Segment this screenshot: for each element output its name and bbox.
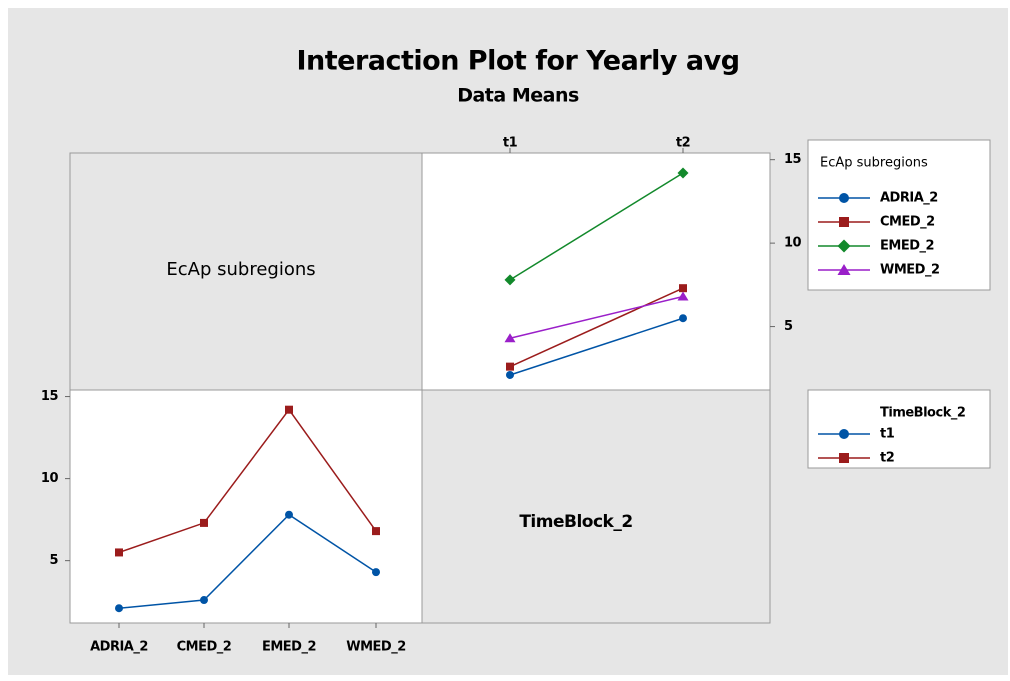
marker <box>372 568 380 577</box>
x-tick-label: t1 <box>503 136 518 151</box>
marker <box>200 518 208 527</box>
series-line <box>509 287 684 368</box>
marker <box>504 274 516 286</box>
legend-box <box>807 139 991 291</box>
series-line <box>509 172 684 281</box>
legend-label: t1 <box>880 427 895 442</box>
series-line <box>509 295 684 339</box>
legend-box <box>807 389 991 469</box>
marker <box>679 284 687 293</box>
x-tick-label: EMED_2 <box>262 640 316 655</box>
x-tick-label: ADRIA_2 <box>90 640 148 655</box>
marker <box>115 604 123 613</box>
marker <box>839 217 849 227</box>
y-tick-label: 10 <box>784 236 802 251</box>
legend-label: t2 <box>880 451 894 466</box>
marker <box>837 239 851 253</box>
marker <box>115 548 123 557</box>
marker <box>837 264 851 275</box>
marker <box>506 362 514 371</box>
marker <box>372 527 380 536</box>
series-line <box>118 513 377 609</box>
y-tick-label: 5 <box>784 319 793 334</box>
y-tick-label: 5 <box>49 553 58 568</box>
y-tick-label: 15 <box>784 152 802 167</box>
marker <box>504 333 516 343</box>
marker <box>839 193 849 203</box>
label-cell <box>69 152 423 391</box>
series-line <box>118 408 377 554</box>
marker <box>839 453 849 463</box>
marker <box>677 167 689 179</box>
y-tick-label: 10 <box>41 471 59 486</box>
legend-label: EMED_2 <box>880 239 934 254</box>
plot-area <box>69 389 423 624</box>
panel-label: EcAp subregions <box>166 259 315 280</box>
legend-label: ADRIA_2 <box>880 191 938 206</box>
chart-title: Interaction Plot for Yearly avg <box>296 46 739 77</box>
marker <box>285 510 293 519</box>
marker <box>285 405 293 414</box>
x-tick-label: t2 <box>676 136 690 151</box>
legend-label: CMED_2 <box>880 215 935 230</box>
legend-label: WMED_2 <box>880 263 940 278</box>
marker <box>677 291 689 301</box>
panel-label: TimeBlock_2 <box>519 512 632 532</box>
x-tick-label: CMED_2 <box>177 640 232 655</box>
legend-title: TimeBlock_2 <box>880 406 965 421</box>
marker <box>839 429 849 439</box>
legend-title: EcAp subregions <box>820 156 928 171</box>
marker <box>506 370 514 379</box>
label-cell <box>421 389 771 624</box>
y-tick-label: 15 <box>41 389 59 404</box>
x-tick-label: WMED_2 <box>346 640 406 655</box>
series-line <box>509 317 684 376</box>
marker <box>679 314 687 323</box>
marker <box>200 596 208 605</box>
chart-subtitle: Data Means <box>457 85 579 107</box>
plot-area <box>421 152 771 391</box>
